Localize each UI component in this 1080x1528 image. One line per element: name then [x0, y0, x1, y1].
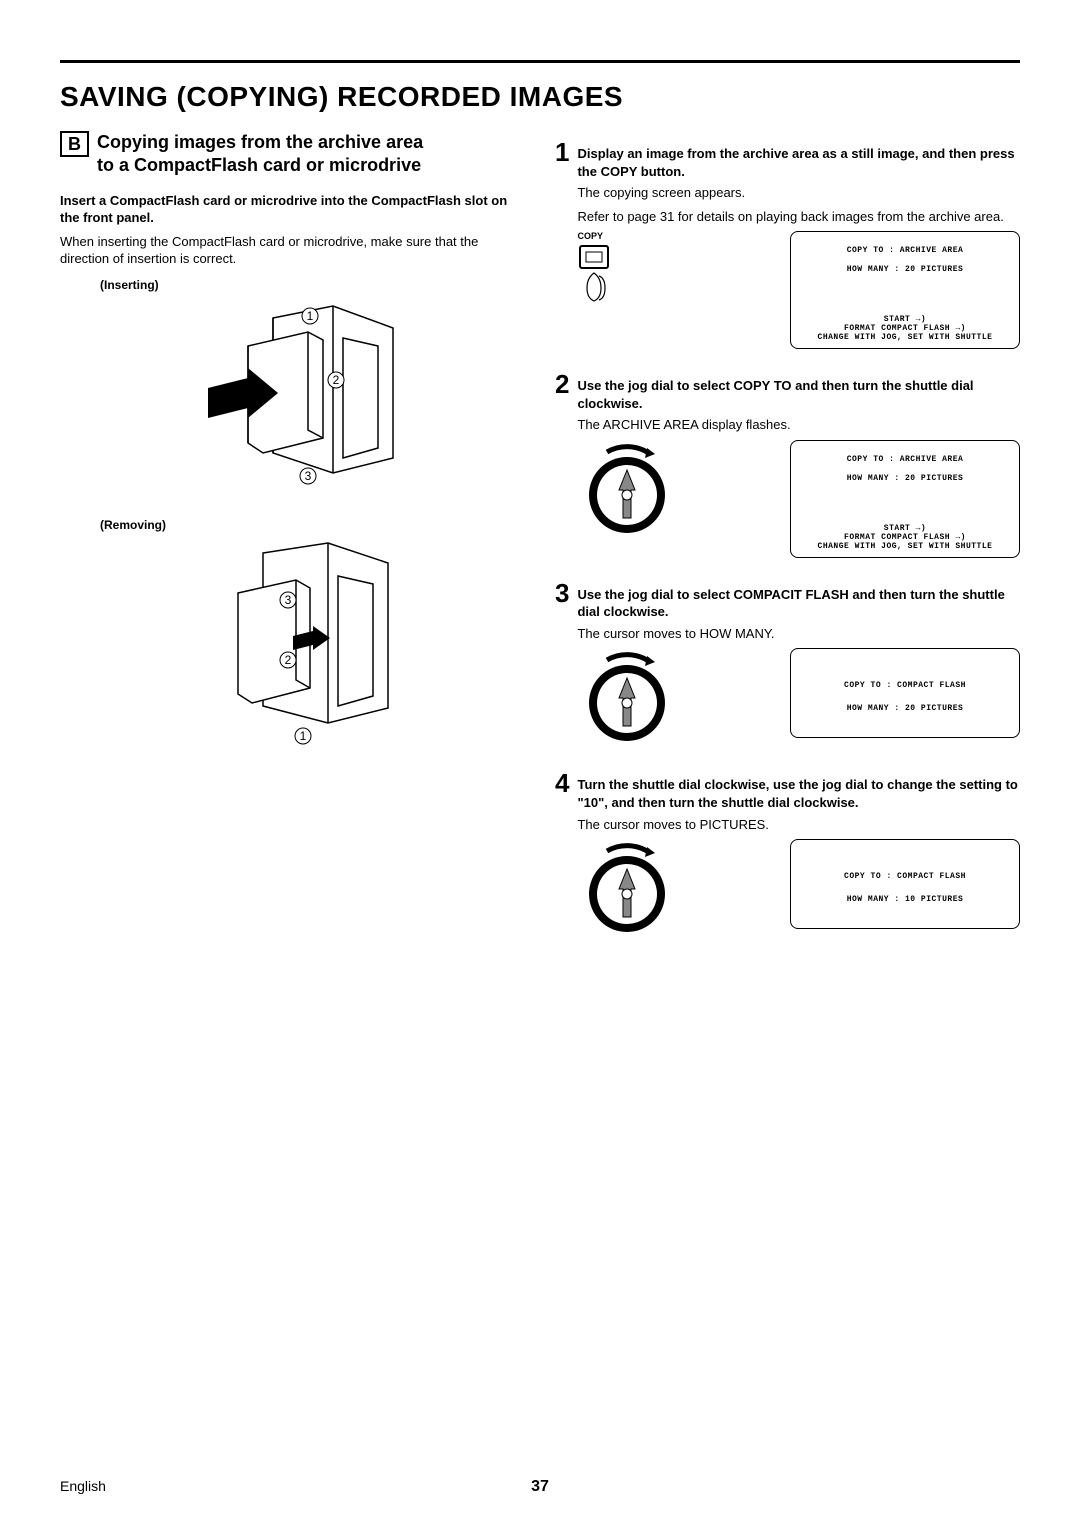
step-num: 3 — [555, 580, 569, 606]
copy-label: COPY — [577, 231, 603, 241]
step-num: 1 — [555, 139, 569, 165]
left-bold-para: Insert a CompactFlash card or microdrive… — [60, 192, 525, 227]
screen-display: COPY TO : COMPACT FLASH HOW MANY : 20 PI… — [790, 648, 1020, 738]
step-text: The cursor moves to HOW MANY. — [577, 625, 1020, 643]
inserting-diagram: 1 2 3 — [178, 298, 408, 498]
step-num: 2 — [555, 371, 569, 397]
step-1-row: COPY COPY TO : ARCHIVE AREA HOW MANY : 2… — [577, 231, 1020, 349]
step-1: 1 Display an image from the archive area… — [555, 139, 1020, 363]
svg-text:1: 1 — [299, 729, 306, 743]
step-bold: Use the jog dial to select COPY TO and t… — [577, 377, 1020, 412]
step-num: 4 — [555, 770, 569, 796]
removing-label: (Removing) — [100, 518, 525, 532]
jog-dial-icon — [577, 440, 677, 540]
page-number: 37 — [531, 1478, 549, 1496]
page-footer: English 37 — [60, 1478, 1020, 1494]
step-body: Display an image from the archive area a… — [577, 139, 1020, 363]
step-4-row: COPY TO : COMPACT FLASH HOW MANY : 10 PI… — [577, 839, 1020, 939]
section-heading-text: Copying images from the archive area to … — [97, 131, 423, 178]
svg-text:3: 3 — [304, 469, 311, 483]
screen-display: COPY TO : COMPACT FLASH HOW MANY : 10 PI… — [790, 839, 1020, 929]
top-rule — [60, 60, 1020, 63]
step-body: Turn the shuttle dial clockwise, use the… — [577, 770, 1020, 953]
screen-display: COPY TO : ARCHIVE AREA HOW MANY : 20 PIC… — [790, 231, 1020, 349]
step-4: 4 Turn the shuttle dial clockwise, use t… — [555, 770, 1020, 953]
svg-text:2: 2 — [332, 373, 339, 387]
step-2-row: COPY TO : ARCHIVE AREA HOW MANY : 20 PIC… — [577, 440, 1020, 558]
jog-dial-icon — [577, 648, 677, 748]
main-title: SAVING (COPYING) RECORDED IMAGES — [60, 81, 1020, 113]
copy-button-diagram: COPY — [577, 231, 627, 303]
jog-dial-icon — [577, 839, 677, 939]
left-column: B Copying images from the archive area t… — [60, 131, 525, 953]
left-para: When inserting the CompactFlash card or … — [60, 233, 525, 268]
section-heading: B Copying images from the archive area t… — [60, 131, 525, 178]
removing-diagram: 3 2 1 — [178, 538, 408, 758]
step-3-row: COPY TO : COMPACT FLASH HOW MANY : 20 PI… — [577, 648, 1020, 748]
step-text: The ARCHIVE AREA display flashes. — [577, 416, 1020, 434]
step-text: The cursor moves to PICTURES. — [577, 816, 1020, 834]
copy-button-icon — [577, 243, 627, 303]
inserting-label: (Inserting) — [100, 278, 525, 292]
step-2: 2 Use the jog dial to select COPY TO and… — [555, 371, 1020, 572]
svg-text:3: 3 — [284, 593, 291, 607]
svg-text:1: 1 — [306, 309, 313, 323]
right-column: 1 Display an image from the archive area… — [555, 131, 1020, 953]
step-text: The copying screen appears. — [577, 184, 1020, 202]
screen-display: COPY TO : ARCHIVE AREA HOW MANY : 20 PIC… — [790, 440, 1020, 558]
section-letter-box: B — [60, 131, 89, 157]
step-bold: Turn the shuttle dial clockwise, use the… — [577, 776, 1020, 811]
step-bold: Display an image from the archive area a… — [577, 145, 1020, 180]
content-columns: B Copying images from the archive area t… — [60, 131, 1020, 953]
step-bold: Use the jog dial to select COMPACIT FLAS… — [577, 586, 1020, 621]
step-text: Refer to page 31 for details on playing … — [577, 208, 1020, 226]
svg-text:2: 2 — [284, 653, 291, 667]
step-3: 3 Use the jog dial to select COMPACIT FL… — [555, 580, 1020, 763]
step-body: Use the jog dial to select COMPACIT FLAS… — [577, 580, 1020, 763]
footer-language: English — [60, 1478, 106, 1494]
step-body: Use the jog dial to select COPY TO and t… — [577, 371, 1020, 572]
